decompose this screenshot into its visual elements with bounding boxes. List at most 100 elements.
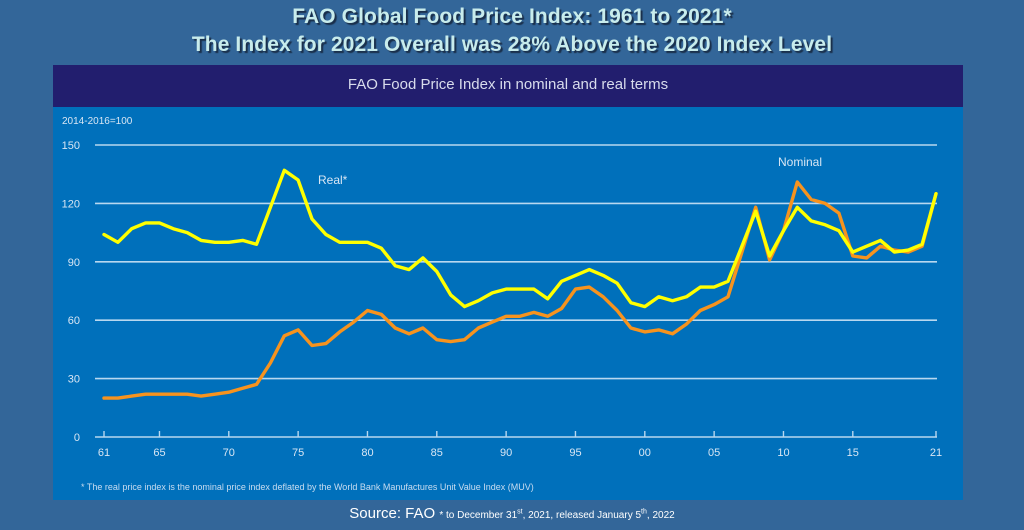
data-point-real xyxy=(186,231,188,234)
data-point-real xyxy=(269,206,272,209)
y-tick-label: 120 xyxy=(62,198,80,210)
series-label-nominal: Nominal xyxy=(778,155,822,169)
data-point-nominal xyxy=(810,198,812,201)
main-title: FAO Global Food Price Index: 1961 to 202… xyxy=(292,5,732,28)
data-point-nominal xyxy=(130,395,133,397)
x-axis: 61 65 70 75 80 85 90 95 00 05 10 15 21 xyxy=(98,431,942,459)
y-tick-label: 30 xyxy=(68,374,80,386)
data-point-real xyxy=(283,169,286,172)
data-point-real xyxy=(616,282,618,285)
data-point-real xyxy=(519,288,521,290)
data-point-nominal xyxy=(616,309,618,312)
data-point-real xyxy=(907,249,910,251)
data-point-nominal xyxy=(477,327,480,329)
data-point-real xyxy=(505,288,507,290)
data-point-nominal xyxy=(519,315,521,318)
data-point-real xyxy=(630,301,632,304)
data-point-real xyxy=(644,305,646,308)
y-axis-unit-label: 2014-2016=100 xyxy=(62,116,133,127)
data-point-real xyxy=(838,229,840,232)
source-note-part: * to December 31 xyxy=(439,510,518,521)
data-point-real xyxy=(352,241,355,244)
data-point-nominal xyxy=(228,391,230,394)
data-point-nominal xyxy=(338,331,341,333)
data-point-nominal xyxy=(214,393,216,395)
data-point-real xyxy=(436,270,438,273)
data-point-real xyxy=(158,222,161,224)
data-point-nominal xyxy=(297,329,299,331)
source-note-part: , 2021, released January 5 xyxy=(522,510,642,521)
data-point-nominal xyxy=(408,333,410,335)
y-tick-label: 60 xyxy=(68,315,80,327)
data-point-real xyxy=(865,245,868,248)
data-point-real xyxy=(325,233,327,236)
y-tick-label: 150 xyxy=(62,140,80,152)
data-point-real xyxy=(366,241,369,244)
data-point-nominal xyxy=(366,309,369,312)
x-tick-label: 61 xyxy=(98,447,110,459)
data-point-nominal xyxy=(768,259,771,261)
x-tick-label: 15 xyxy=(847,447,859,459)
source-note-part: , 2022 xyxy=(646,510,675,521)
data-point-real xyxy=(727,280,729,283)
data-point-nominal xyxy=(200,395,202,397)
data-point-nominal xyxy=(449,340,452,343)
data-point-real xyxy=(879,239,882,242)
x-tick-label: 00 xyxy=(639,447,651,459)
data-point-nominal xyxy=(796,181,799,183)
data-point-real xyxy=(477,299,480,302)
data-point-real xyxy=(422,257,424,259)
data-point-nominal xyxy=(644,331,646,333)
data-point-nominal xyxy=(824,202,826,205)
data-point-real xyxy=(546,297,549,300)
data-point-nominal xyxy=(713,303,715,306)
x-tick-label: 90 xyxy=(500,447,512,459)
data-point-real xyxy=(657,296,660,298)
x-tick-label: 65 xyxy=(153,447,165,459)
data-point-nominal xyxy=(699,309,702,312)
data-point-real xyxy=(394,264,397,267)
data-point-real xyxy=(130,227,133,230)
data-point-nominal xyxy=(463,338,466,341)
data-point-real xyxy=(852,251,854,253)
data-point-nominal xyxy=(505,315,507,318)
data-point-nominal xyxy=(283,334,286,337)
data-point-real xyxy=(796,206,799,209)
x-tick-label: 10 xyxy=(777,447,789,459)
source-note-sup: st xyxy=(517,508,523,516)
data-point-nominal xyxy=(255,383,258,386)
data-point-real xyxy=(699,286,702,288)
x-tick-label: 95 xyxy=(569,447,581,459)
data-point-nominal xyxy=(533,311,535,314)
data-point-real xyxy=(921,243,923,246)
data-point-nominal xyxy=(241,387,244,390)
chart-title: FAO Food Price Index in nominal and real… xyxy=(53,65,963,107)
data-point-nominal xyxy=(325,342,327,345)
data-point-real xyxy=(824,224,826,226)
data-point-real xyxy=(685,296,688,298)
data-point-real xyxy=(671,299,674,302)
data-point-real xyxy=(200,239,202,242)
data-point-real xyxy=(172,227,175,230)
data-point-nominal xyxy=(671,333,674,335)
data-point-nominal xyxy=(852,255,854,257)
data-point-real xyxy=(228,241,230,244)
data-point-nominal xyxy=(491,321,494,323)
data-point-real xyxy=(103,233,105,236)
data-point-real xyxy=(782,229,785,232)
data-point-real xyxy=(713,286,715,288)
x-tick-label: 70 xyxy=(223,447,235,459)
source-label: Source: FAO xyxy=(349,505,436,522)
data-point-real xyxy=(311,218,313,220)
data-point-real xyxy=(935,192,937,195)
data-point-real xyxy=(463,305,466,308)
data-point-nominal xyxy=(380,313,383,316)
data-point-real xyxy=(255,243,258,246)
data-point-nominal xyxy=(602,296,604,298)
data-point-real xyxy=(810,220,812,222)
data-point-nominal xyxy=(186,393,188,395)
data-point-real xyxy=(602,274,604,277)
y-tick-labels: 0 30 60 90 120 150 xyxy=(62,140,80,444)
data-point-real xyxy=(214,241,216,244)
x-tick-label: 05 xyxy=(708,447,720,459)
